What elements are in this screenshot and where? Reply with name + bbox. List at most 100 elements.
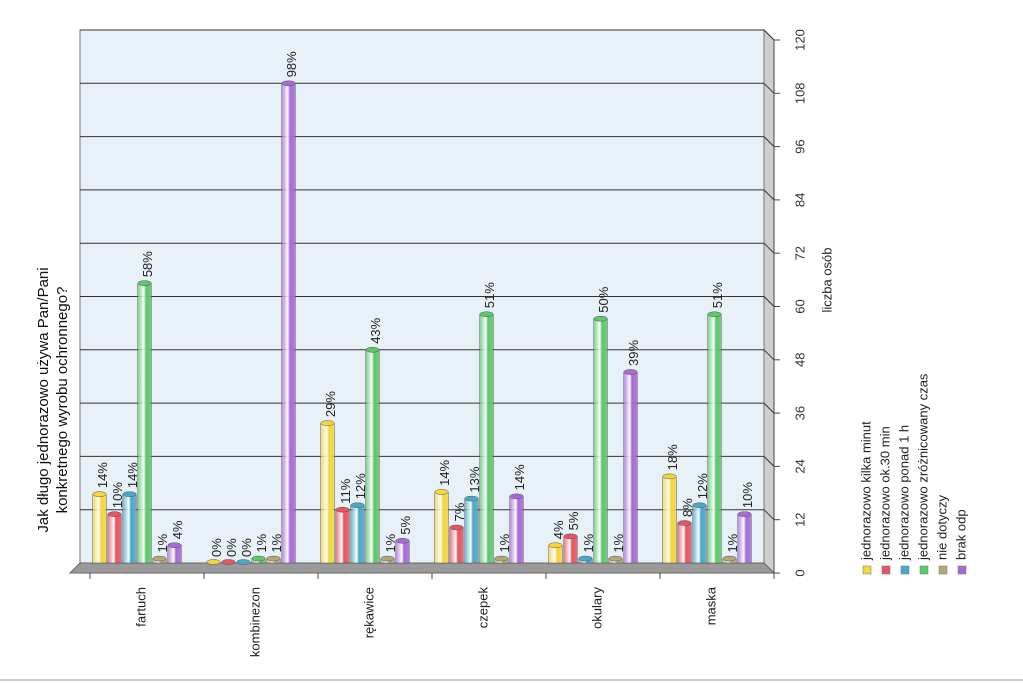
y-tick-label: 108	[792, 82, 807, 104]
bar-cap	[623, 369, 638, 375]
data-label: 5%	[398, 516, 413, 535]
data-label: 4%	[170, 520, 185, 539]
gridline-side	[763, 509, 775, 521]
data-label: 51%	[710, 282, 725, 308]
bar	[662, 476, 677, 564]
bar	[479, 314, 494, 564]
gridline-side	[763, 82, 775, 94]
data-label: 12%	[353, 473, 368, 499]
bar-cap	[707, 311, 722, 318]
legend-swatch	[919, 565, 929, 575]
gridline-side	[763, 189, 775, 201]
y-tick-label: 12	[792, 512, 807, 526]
bar-cap	[692, 502, 707, 509]
bar	[365, 349, 380, 564]
data-label: 0%	[239, 538, 254, 557]
bar	[449, 527, 464, 564]
bar	[221, 559, 236, 565]
legend-label: jednorazowo ponad 1 h	[896, 425, 911, 561]
bar-cap	[335, 506, 350, 513]
bar	[206, 559, 221, 565]
legend-label: jednorazowo kilka minut	[858, 421, 873, 561]
bar-cap	[578, 555, 593, 562]
category-label: rękawice	[361, 587, 376, 638]
bar-cap	[434, 489, 449, 495]
legend-swatch	[862, 565, 872, 575]
bar-cap	[608, 555, 623, 562]
bar-cap	[365, 347, 380, 353]
y-tick-label: 0	[792, 569, 807, 576]
y-tick-label: 120	[792, 29, 807, 51]
bar	[92, 493, 107, 564]
bar-cap	[251, 555, 266, 562]
data-label: 1%	[611, 533, 626, 552]
data-label: 10%	[110, 482, 125, 508]
bar-cap	[167, 542, 182, 548]
bar-cap	[479, 311, 494, 318]
bar-cap	[320, 420, 335, 426]
data-label: 1%	[497, 533, 512, 552]
data-label: 1%	[581, 533, 596, 552]
bar	[677, 522, 692, 564]
category-label: fartuch	[133, 587, 148, 627]
legend-swatch	[881, 565, 891, 575]
y-tick-label: 72	[792, 246, 807, 260]
bar-cap	[92, 491, 107, 497]
legend-swatch	[938, 565, 948, 575]
bar-cap	[662, 473, 677, 480]
bar-cap	[137, 280, 152, 286]
gridline-side	[763, 402, 775, 414]
category-label: czepek	[475, 587, 490, 629]
gridline-side	[763, 349, 775, 361]
bar-cap	[395, 538, 410, 544]
category-label: maska	[703, 586, 718, 625]
bar-cap	[494, 555, 509, 562]
bar	[563, 536, 578, 564]
legend-swatch	[957, 565, 967, 575]
data-label: 50%	[596, 286, 611, 312]
data-label: 4%	[551, 520, 566, 539]
bar	[707, 314, 722, 564]
legend-label: jednorazowo zróżnicowany czas	[915, 373, 930, 561]
bar	[434, 491, 449, 564]
bar-cap	[350, 502, 365, 509]
y-tick-label: 84	[792, 193, 807, 207]
bar	[350, 505, 365, 564]
data-label: 7%	[452, 502, 467, 521]
y-tick-label: 48	[792, 353, 807, 367]
legend-label: brak odp	[953, 509, 968, 560]
data-label: 8%	[680, 498, 695, 517]
bar-cap	[548, 542, 563, 548]
bar	[593, 318, 608, 564]
data-label: 1%	[155, 533, 170, 552]
bar-cap	[677, 520, 692, 526]
y-tick-label: 36	[792, 406, 807, 420]
data-label: 39%	[626, 340, 641, 366]
data-label: 0%	[209, 538, 224, 557]
bar	[320, 422, 335, 564]
bar-cap	[281, 80, 296, 87]
data-label: 14%	[437, 459, 452, 485]
bar-cap	[593, 315, 608, 322]
bar-cap	[266, 555, 281, 562]
y-axis-title: liczba osób	[819, 247, 834, 312]
legend-label: nie dotyczy	[934, 494, 949, 560]
data-label: 51%	[482, 282, 497, 308]
bar-cap	[380, 555, 395, 562]
bar	[107, 513, 122, 564]
data-label: 14%	[512, 464, 527, 490]
data-label: 10%	[740, 482, 755, 508]
chart-title: konkretnego wyrobu ochronnego?	[54, 287, 71, 514]
data-label: 58%	[140, 251, 155, 277]
bar-cap	[122, 491, 137, 497]
data-label: 1%	[254, 533, 269, 552]
bar	[137, 282, 152, 564]
bar	[335, 509, 350, 564]
data-label: 5%	[566, 511, 581, 530]
data-label: 43%	[368, 317, 383, 343]
plot-floor	[68, 562, 776, 574]
data-label: 0%	[224, 538, 239, 557]
gridline-side	[763, 242, 775, 254]
category-label: okulary	[589, 587, 604, 629]
